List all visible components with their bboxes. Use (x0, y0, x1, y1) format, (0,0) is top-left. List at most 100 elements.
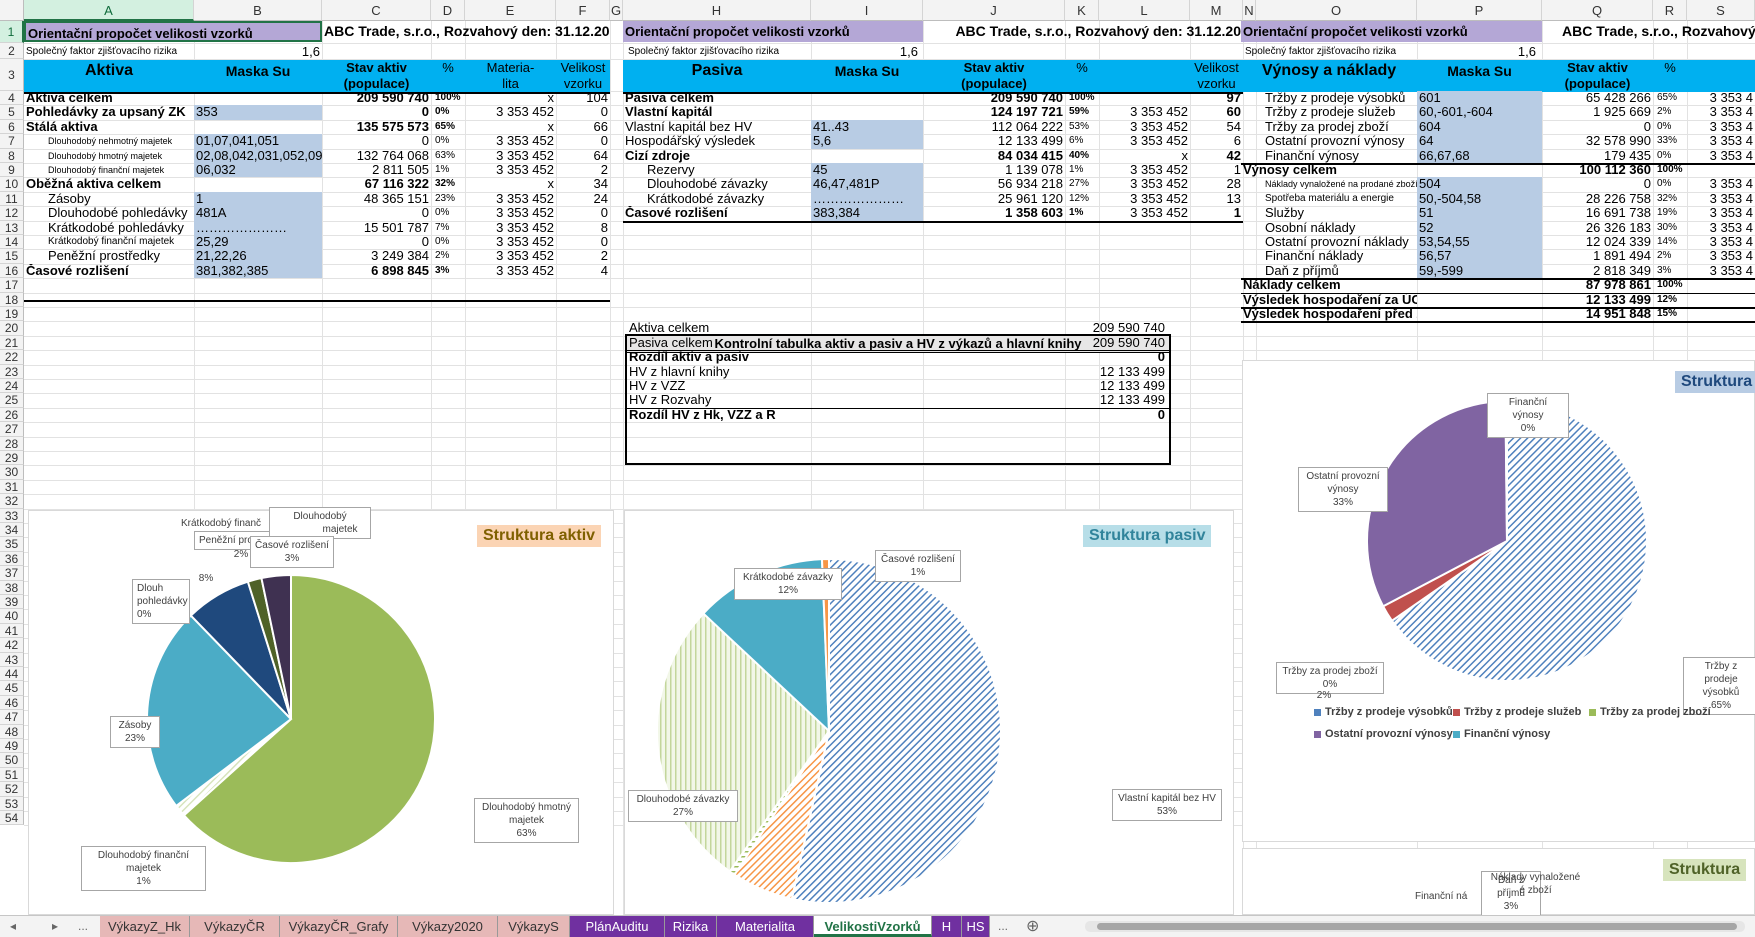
vynosy-pct[interactable]: 100% (1657, 279, 1683, 291)
aktiva-name[interactable]: Krátkodobý finanční majetek (48, 236, 175, 247)
aktiva-header-stav2[interactable]: (populace) (343, 76, 410, 91)
chart-struktura-vynosu[interactable]: Struktura Finanční výnosy 0% Ostatní pro… (1242, 360, 1755, 842)
aktiva-mask[interactable]: 481A (194, 206, 322, 221)
kontrol-name[interactable]: Pasiva celkem (629, 335, 713, 350)
sheet-tab[interactable]: HS (962, 916, 990, 937)
column-header-K[interactable]: K (1065, 0, 1099, 21)
column-header-E[interactable]: E (465, 0, 556, 21)
aktiva-vel[interactable]: 4 (600, 263, 608, 278)
aktiva-value[interactable]: 0 (421, 105, 429, 120)
tab-more-right[interactable]: ... (998, 919, 1009, 933)
aktiva-vel[interactable]: 64 (593, 148, 608, 163)
vynosy-name[interactable]: Tržby z prodeje výsobků (1265, 91, 1406, 105)
row-header-11[interactable]: 11 (0, 191, 24, 207)
pasiva-value[interactable]: 112 064 222 (991, 119, 1063, 134)
aktiva-mat[interactable]: 3 353 452 (496, 105, 554, 120)
vynosy-value[interactable]: 28 226 758 (1585, 191, 1651, 206)
aktiva-header-mat1[interactable]: Materia- (486, 60, 535, 75)
tab-scroll-left[interactable]: ◂ (10, 919, 17, 933)
aktiva-header-maska[interactable]: Maska Su (225, 63, 291, 79)
vynosy-mask[interactable]: 66,67,68 (1417, 148, 1542, 163)
vynosy-mat[interactable]: 3 353 4 (1709, 119, 1753, 134)
column-header-H[interactable]: H (623, 0, 811, 21)
kontrol-value[interactable]: 12 133 499 (1099, 364, 1165, 379)
aktiva-name[interactable]: Dlouhodobý nehmotný majetek (48, 136, 173, 147)
legend-item[interactable]: Finanční výnosy (1453, 728, 1550, 740)
row-header-51[interactable]: 51 (0, 767, 24, 783)
kontrol-name[interactable]: Rozdíl aktiv a pasiv (629, 350, 749, 365)
row-header-54[interactable]: 54 (0, 811, 24, 826)
aktiva-name[interactable]: Dlouhodobý hmotný majetek (48, 150, 163, 161)
row-header-20[interactable]: 20 (0, 321, 24, 336)
column-header-R[interactable]: R (1653, 0, 1687, 21)
vynosy-mask[interactable]: 53,54,55 (1417, 235, 1542, 250)
column-header-D[interactable]: D (431, 0, 465, 21)
vynosy-mat[interactable]: 3 353 4 (1709, 191, 1753, 206)
row-header-32[interactable]: 32 (0, 494, 24, 509)
vynosy-value[interactable]: 14 951 848 (1585, 307, 1651, 321)
vynosy-mat[interactable] (1687, 293, 1755, 307)
pasiva-vel[interactable]: 1 (1233, 163, 1241, 177)
row-header-16[interactable]: 16 (0, 263, 24, 279)
aktiva-pct[interactable]: 65% (435, 120, 456, 132)
row-header-2[interactable]: 2 (0, 43, 24, 59)
aktiva-value[interactable]: 0 (421, 134, 429, 149)
kontrol-value[interactable]: 12 133 499 (1099, 379, 1165, 393)
pasiva-name[interactable]: Cizí zdroje (625, 148, 691, 163)
factor-value-vynosy[interactable]: 1,6 (1517, 44, 1536, 59)
aktiva-vel[interactable]: 34 (593, 177, 608, 192)
aktiva-mat[interactable]: 3 353 452 (496, 220, 554, 235)
aktiva-value[interactable]: 0 (421, 206, 429, 221)
aktiva-pct[interactable]: 23% (435, 192, 456, 204)
vynosy-name[interactable]: Výsledek hospodaření za ÚO (1243, 292, 1417, 307)
aktiva-vel[interactable]: 0 (600, 134, 608, 149)
pasiva-vel[interactable]: 6 (1233, 134, 1241, 149)
row-header-4[interactable]: 4 (0, 91, 24, 106)
aktiv-slice[interactable] (182, 573, 436, 864)
row-header-45[interactable]: 45 (0, 681, 24, 696)
aktiva-header-label[interactable]: Aktiva (84, 62, 134, 79)
row-header-12[interactable]: 12 (0, 206, 24, 221)
vynosy-mat[interactable]: 3 353 4 (1709, 177, 1753, 192)
pasiva-pct[interactable]: 12% (1069, 192, 1090, 204)
row-header-39[interactable]: 39 (0, 595, 24, 610)
pasiva-name[interactable]: Rezervy (647, 163, 695, 177)
kontrol-value[interactable]: 209 590 740 (1092, 335, 1165, 350)
row-header-10[interactable]: 10 (0, 177, 24, 192)
column-header-G[interactable]: G (610, 0, 623, 21)
aktiva-vel[interactable]: 66 (593, 119, 608, 134)
pasiva-pct[interactable]: 27% (1069, 178, 1090, 190)
pasiva-value[interactable]: 56 934 218 (997, 177, 1063, 192)
aktiva-name[interactable]: Peněžní prostředky (48, 249, 161, 264)
row-header-48[interactable]: 48 (0, 724, 24, 739)
column-header-F[interactable]: F (556, 0, 610, 21)
pasiva-mat[interactable]: x (1181, 148, 1189, 163)
sheet-tab[interactable]: VýkazyZ_Hk (100, 916, 190, 937)
vynosy-mat[interactable]: 3 353 4 (1709, 105, 1753, 120)
vynosy-mask[interactable]: 504 (1417, 177, 1542, 192)
pasiva-mat[interactable]: 3 353 452 (1130, 191, 1188, 206)
legend-item[interactable]: Tržby z prodeje služeb (1453, 706, 1581, 718)
column-header-C[interactable]: C (322, 0, 431, 21)
aktiva-mask[interactable]: 25,29 (194, 235, 322, 250)
aktiva-name[interactable]: Časové rozlišení (26, 263, 129, 278)
aktiva-vel[interactable]: 0 (600, 105, 608, 120)
aktiva-value[interactable]: 67 116 322 (364, 177, 429, 192)
vynosy-mat[interactable]: 3 353 4 (1709, 220, 1753, 235)
vynosy-pct[interactable]: 14% (1657, 236, 1678, 247)
pasiva-mat[interactable]: 3 353 452 (1130, 134, 1188, 149)
vynosy-mat[interactable]: 3 353 4 (1709, 263, 1753, 278)
row-header-8[interactable]: 8 (0, 148, 24, 163)
vynosy-value[interactable]: 87 978 861 (1585, 278, 1651, 293)
vynosy-name[interactable]: Výsledek hospodaření před zdaněním (1243, 307, 1417, 321)
sheet-tab[interactable]: H (932, 916, 962, 937)
pasiva-vel[interactable]: 97 (1226, 91, 1241, 105)
column-header-A[interactable]: A (24, 0, 194, 21)
row-header-18[interactable]: 18 (0, 292, 24, 307)
aktiva-name[interactable]: Aktiva celkem (26, 91, 113, 105)
vynosy-value[interactable]: 16 691 738 (1585, 206, 1651, 221)
pasiva-mask[interactable]: 383,384 (811, 206, 923, 221)
pasiva-value[interactable]: 1 358 603 (1005, 206, 1063, 221)
row-header-31[interactable]: 31 (0, 479, 24, 495)
pasiva-value[interactable]: 25 961 120 (997, 191, 1063, 206)
